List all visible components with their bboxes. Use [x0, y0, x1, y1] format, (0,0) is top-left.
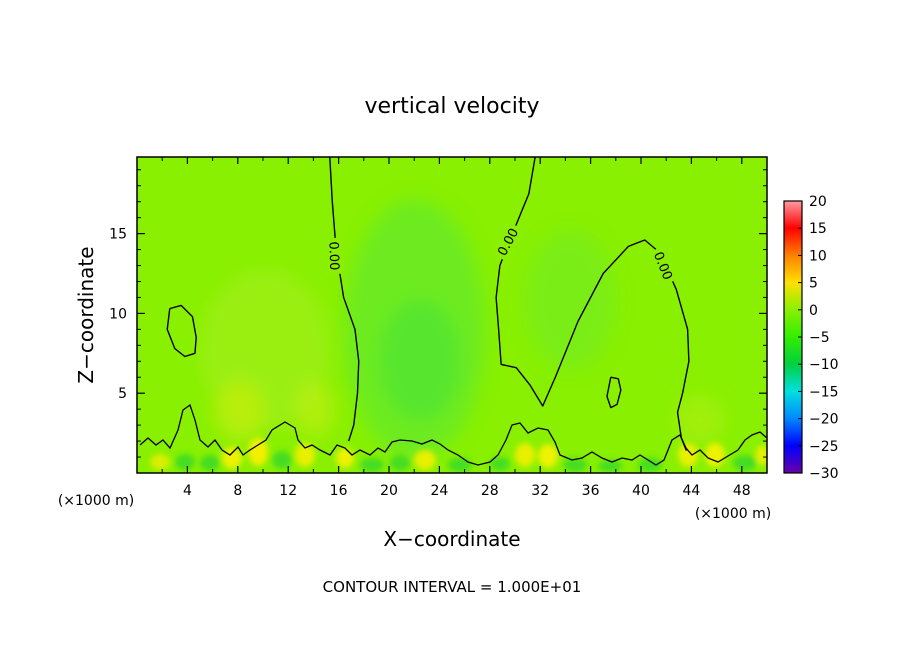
- x-tick-label: 24: [430, 483, 448, 499]
- x-tick-label: 20: [380, 483, 398, 499]
- x-tick-label: 48: [733, 483, 751, 499]
- colorbar-tick-label: 0: [809, 303, 818, 319]
- x-tick-label: 36: [582, 483, 600, 499]
- surface-contour: [139, 403, 767, 466]
- zero-contour-line: [329, 157, 360, 442]
- x-tick-label: 28: [481, 483, 499, 499]
- zero-contour-line: [606, 376, 622, 409]
- colorbar-tick-label: −30: [809, 466, 839, 482]
- colorbar: 20 15 10 5 0 −5 −10 −15 −20 −25 −30: [783, 194, 839, 482]
- x-axis-label: X−coordinate: [383, 527, 520, 551]
- plot-field: 0.00 0.000.00: [137, 157, 767, 473]
- zero-contour-line: [166, 304, 197, 358]
- contour-label-gap: [650, 245, 678, 285]
- field-shading: [200, 200, 725, 460]
- colorbar-tick-label: −20: [809, 412, 839, 428]
- colorbar-tick-label: −15: [809, 384, 839, 400]
- colorbar-tick-label: −5: [809, 330, 830, 346]
- colorbar-gradient: [784, 201, 802, 473]
- x-tick-label: 40: [632, 483, 650, 499]
- x-unit-right: (×1000 m): [695, 506, 771, 522]
- x-tick-label: 12: [279, 483, 297, 499]
- x-tick-label: 32: [531, 483, 549, 499]
- colorbar-tick-label: 15: [809, 221, 827, 237]
- y-ticks: 5 10 15: [109, 169, 767, 458]
- x-ticks: 4 8 12 16 20 24 28 32 36 40 44 48: [161, 157, 751, 499]
- colorbar-ticks: 20 15 10 5 0 −5 −10 −15 −20 −25 −30: [798, 194, 839, 482]
- colorbar-tick-label: 20: [809, 194, 827, 210]
- colorbar-tick-label: 10: [809, 248, 827, 264]
- x-tick-label: 16: [330, 483, 348, 499]
- y-tick-label: 5: [118, 386, 127, 402]
- x-tick-label: 44: [682, 483, 700, 499]
- y-axis-label: Z−coordinate: [74, 246, 98, 383]
- contour-interval-note: CONTOUR INTERVAL = 1.000E+01: [323, 578, 582, 596]
- x-tick-label: 8: [233, 483, 242, 499]
- surface-cells: [150, 438, 767, 472]
- x-tick-label: 4: [183, 483, 192, 499]
- contour-label: 0.00: [325, 241, 341, 270]
- chart-title: vertical velocity: [364, 94, 539, 119]
- y-tick-label: 15: [109, 227, 127, 243]
- colorbar-tick-label: 5: [809, 276, 818, 292]
- zero-contour-line: [495, 157, 690, 451]
- contour-label-gap: [491, 221, 523, 261]
- plot-frame: [136, 156, 768, 474]
- contour-label-gap: [327, 237, 344, 275]
- colorbar-tick-label: −10: [809, 357, 839, 373]
- colorbar-tick-label: −25: [809, 439, 839, 455]
- y-tick-label: 10: [109, 306, 127, 322]
- x-unit-left: (×1000 m): [58, 493, 134, 509]
